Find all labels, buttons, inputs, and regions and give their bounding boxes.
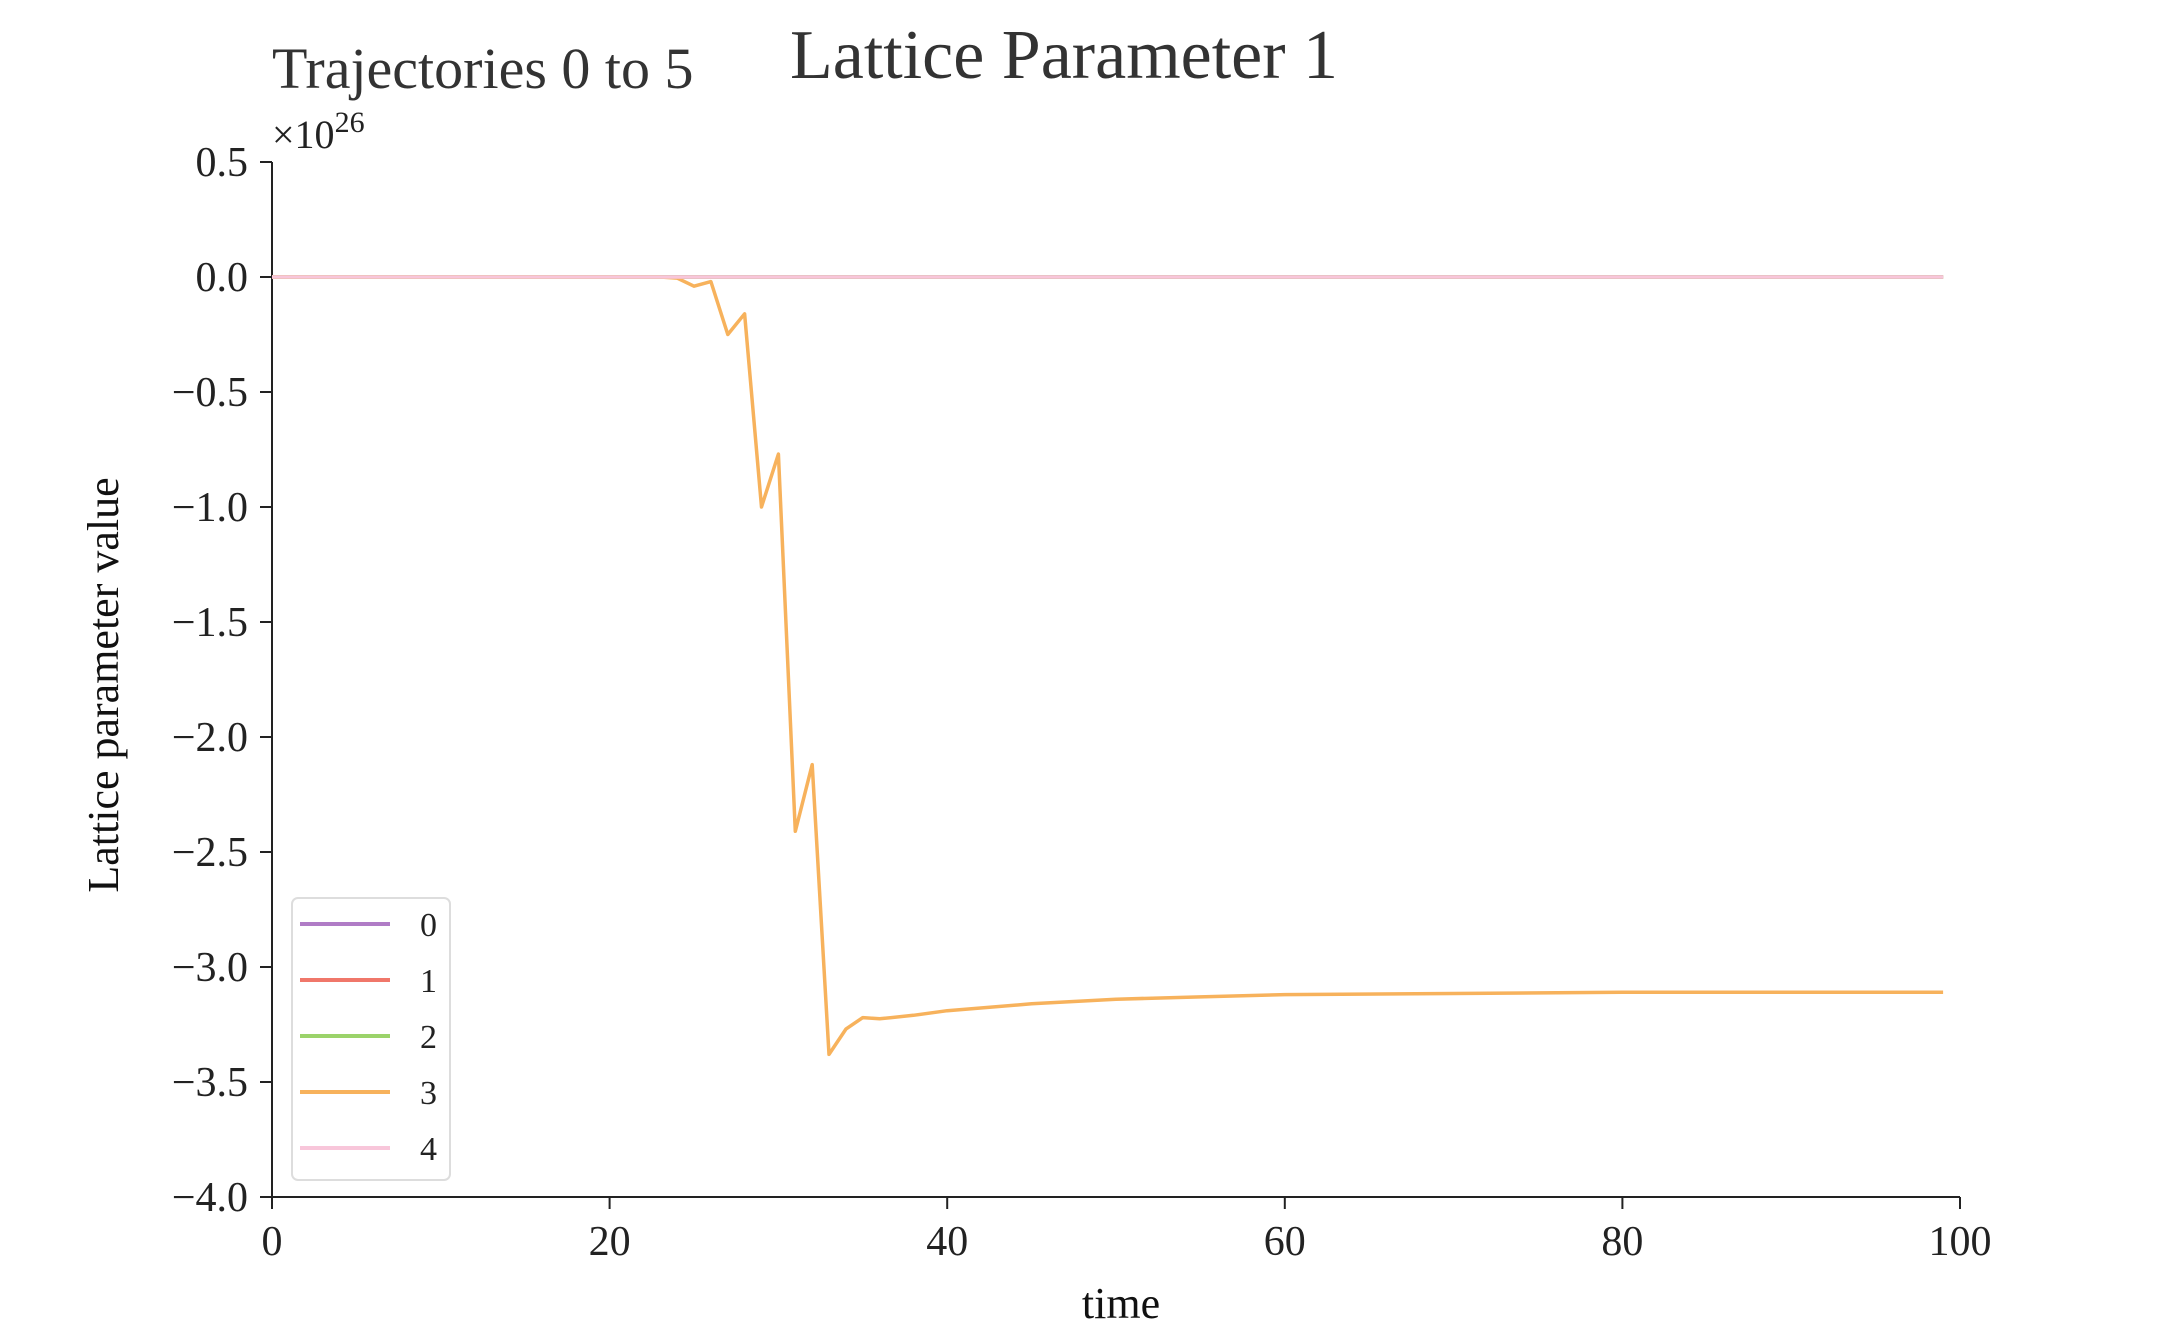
x-axis-label: time	[1082, 1279, 1160, 1328]
x-tick-label: 80	[1601, 1219, 1643, 1265]
x-tick-label: 40	[926, 1219, 968, 1265]
y-tick-label: −0.5	[172, 370, 248, 416]
y-tick-label: −4.0	[172, 1175, 248, 1221]
legend-label-4: 4	[420, 1131, 437, 1168]
y-offset-label: ×1026	[272, 106, 365, 157]
x-tick-label: 0	[262, 1219, 283, 1265]
legend: 0 1 2 3 4	[291, 897, 451, 1181]
legend-label-2: 2	[420, 1019, 437, 1056]
y-tick-label: 0.5	[196, 140, 249, 186]
series-line-3	[272, 275, 1944, 1057]
y-tick-label: −2.5	[172, 830, 248, 876]
legend-label-1: 1	[420, 963, 437, 1000]
y-tick-label: −3.5	[172, 1060, 248, 1106]
legend-frame	[291, 897, 451, 1181]
legend-label-0: 0	[420, 907, 437, 944]
y-axis-label: Lattice parameter value	[79, 477, 128, 892]
legend-label-3: 3	[420, 1075, 437, 1112]
y-tick-label: −3.0	[172, 945, 248, 991]
series-lines	[272, 275, 1944, 1057]
y-tick-label: −1.0	[172, 485, 248, 531]
x-tick-label: 20	[589, 1219, 631, 1265]
x-tick-label: 60	[1264, 1219, 1306, 1265]
y-tick-label: 0.0	[196, 255, 249, 301]
y-tick-label: −2.0	[172, 715, 248, 761]
x-axis-ticks: 0 20 40 60 80 100	[262, 1197, 1992, 1265]
y-axis-ticks: 0.5 0.0 −0.5 −1.0 −1.5 −2.0 −2.5 −3.0 −3.5 −4.0	[172, 140, 272, 1221]
x-tick-label: 100	[1929, 1219, 1992, 1265]
chart-title: Lattice Parameter 1	[790, 17, 1338, 94]
chart-subtitle: Trajectories 0 to 5	[272, 36, 694, 101]
y-tick-label: −1.5	[172, 600, 248, 646]
